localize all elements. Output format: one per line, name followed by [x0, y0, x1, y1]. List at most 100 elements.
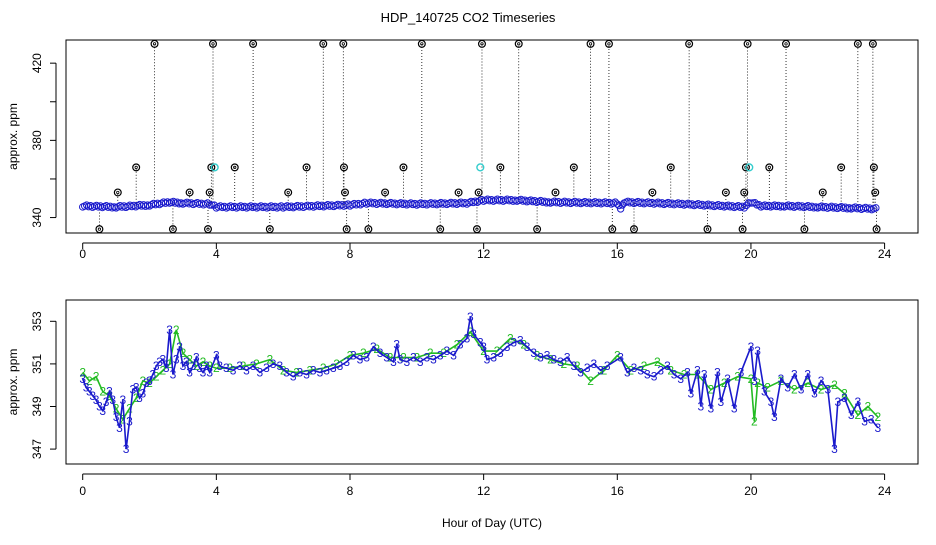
- flag-point: [207, 163, 216, 172]
- series-marker-3: 3: [504, 340, 511, 354]
- flag-point: [765, 163, 774, 172]
- series-marker-2: 2: [748, 372, 755, 386]
- flag-point: [551, 188, 560, 197]
- series-marker-3: 3: [798, 382, 805, 396]
- baseline-point: [742, 201, 751, 210]
- flag-point: [740, 188, 749, 197]
- series-marker-2: 2: [186, 353, 193, 367]
- flag-point: [168, 225, 177, 234]
- series-marker-2: 2: [831, 378, 838, 392]
- series-marker-3: 3: [687, 387, 694, 401]
- series-marker-3: 3: [243, 363, 250, 377]
- series-marker-2: 2: [587, 374, 594, 388]
- series-marker-2: 2: [734, 370, 741, 384]
- series-marker-3: 3: [617, 351, 624, 365]
- series-marker-3: 3: [701, 368, 708, 382]
- flag-point-inner: [116, 190, 120, 195]
- series-marker-3: 3: [79, 372, 86, 386]
- series-marker-2: 2: [804, 376, 811, 390]
- flag-point: [533, 225, 542, 234]
- series-marker-3: 3: [96, 399, 103, 413]
- series-marker-2: 2: [454, 338, 461, 352]
- series-marker-2: 2: [427, 346, 434, 360]
- flag-point: [340, 188, 349, 197]
- series-marker-3: 3: [875, 421, 882, 435]
- flag-point-inner: [498, 165, 502, 169]
- flag-point-inner: [784, 42, 788, 46]
- flag-point: [150, 39, 159, 48]
- flag-point-inner: [321, 42, 325, 46]
- series-marker-2: 2: [200, 355, 207, 369]
- series-marker-3: 3: [200, 365, 207, 379]
- y-tick-label-2: 353: [30, 311, 44, 331]
- series-marker-2: 2: [855, 408, 862, 422]
- flag-point: [265, 225, 274, 234]
- series-marker-3: 3: [467, 310, 474, 324]
- x-tick-label-2: 12: [477, 484, 491, 498]
- series-marker-3: 3: [671, 368, 678, 382]
- plot-frame-1: [65, 39, 919, 234]
- series-marker-3: 3: [403, 355, 410, 369]
- flag-point: [741, 163, 750, 172]
- series-marker-2: 2: [106, 389, 113, 403]
- series-marker-2: 2: [347, 348, 354, 362]
- series-marker-3: 3: [751, 374, 758, 388]
- flag-point: [339, 163, 348, 172]
- series-marker-3: 3: [180, 359, 187, 373]
- series-marker-3: 3: [256, 365, 263, 379]
- series-marker-3: 3: [196, 361, 203, 375]
- series-marker-3: 3: [176, 340, 183, 354]
- series-marker-3: 3: [183, 355, 190, 369]
- y-axis-label-1: approx. ppm: [6, 103, 20, 170]
- series-marker-2: 2: [333, 357, 340, 371]
- flag-point-inner: [588, 42, 593, 46]
- series-marker-3: 3: [99, 404, 106, 418]
- series-marker-3: 3: [213, 348, 220, 362]
- flag-point-inner: [724, 190, 728, 195]
- series-marker-3: 3: [841, 391, 848, 405]
- flag-point: [743, 39, 752, 48]
- y-tick-label-2: 349: [30, 396, 44, 416]
- series-marker-3: 3: [604, 359, 611, 373]
- series-marker-3: 3: [564, 351, 571, 365]
- flag-point: [800, 225, 809, 234]
- series-marker-3: 3: [160, 353, 167, 367]
- flag-point-inner: [134, 165, 138, 169]
- y-tick-label-2: 351: [30, 354, 44, 374]
- series-marker-3: 3: [424, 351, 431, 365]
- series-marker-2: 2: [841, 387, 848, 401]
- flag-point-inner: [233, 165, 237, 169]
- series-marker-3: 3: [113, 410, 120, 424]
- series-marker-3: 3: [537, 351, 544, 365]
- series-marker-2: 2: [206, 359, 213, 373]
- flag-point: [703, 225, 712, 234]
- series-marker-3: 3: [684, 365, 691, 379]
- flag-point-inner: [632, 227, 636, 231]
- flag-point: [685, 39, 694, 48]
- flag-point-inner: [607, 42, 611, 46]
- series-marker-3: 3: [824, 382, 831, 396]
- flag-point: [629, 225, 638, 234]
- series-marker-2: 2: [547, 353, 554, 367]
- flag-point-inner: [872, 165, 876, 169]
- series-marker-3: 3: [517, 333, 524, 347]
- series-marker-3: 3: [310, 363, 317, 377]
- series-marker-2: 2: [654, 355, 661, 369]
- flag-point: [738, 225, 747, 234]
- x-tick-label-1: 24: [878, 247, 892, 261]
- series-marker-2: 2: [253, 357, 260, 371]
- series-marker-3: 3: [718, 395, 725, 409]
- x-tick-label-1: 4: [213, 247, 220, 261]
- x-axis-label-2: Hour of Day (UTC): [442, 516, 542, 530]
- series-marker-3: 3: [170, 368, 177, 382]
- series-marker-3: 3: [477, 336, 484, 350]
- flag-point-inner: [802, 227, 807, 231]
- flag-point: [818, 188, 827, 197]
- series-marker-2: 2: [721, 376, 728, 390]
- flag-point: [364, 225, 373, 234]
- flag-point-inner: [669, 165, 673, 169]
- series-marker-3: 3: [768, 395, 775, 409]
- series-marker-2: 2: [865, 399, 872, 413]
- series-marker-2: 2: [140, 374, 147, 388]
- series-marker-3: 3: [186, 365, 193, 379]
